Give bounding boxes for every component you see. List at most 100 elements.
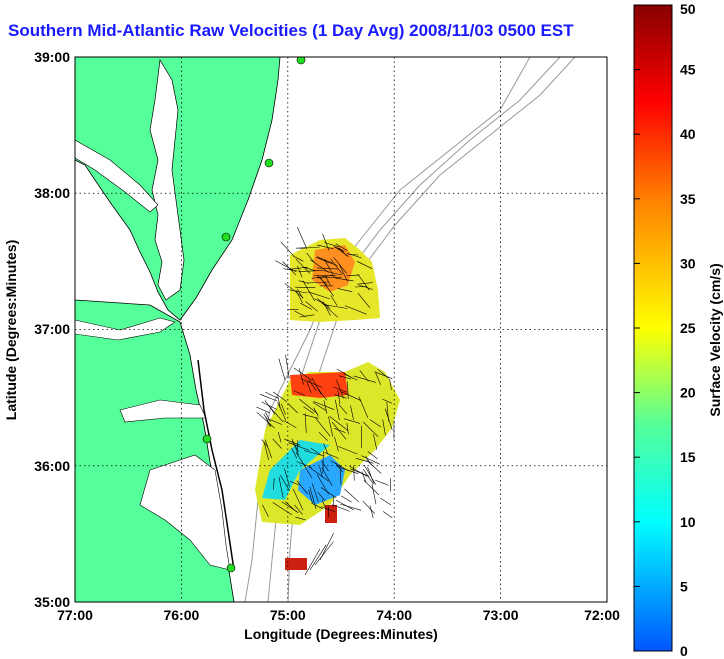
velocity-vector	[293, 255, 304, 262]
velocity-vector	[322, 301, 331, 316]
velocity-vector	[315, 417, 331, 437]
velocity-vector	[295, 286, 316, 288]
velocity-vector	[306, 281, 330, 284]
colorbar-tick-label: 20	[680, 385, 696, 401]
velocity-vector	[355, 457, 374, 464]
velocity-vector	[296, 461, 312, 468]
velocity-vector	[324, 452, 339, 459]
velocity-vector	[331, 421, 347, 440]
velocity-vector	[324, 242, 339, 248]
station-marker-3	[221, 232, 231, 242]
velocity-patch-north-core	[312, 245, 355, 292]
velocity-vector	[323, 400, 328, 414]
velocity-vector	[375, 479, 389, 486]
velocity-vector	[310, 259, 330, 273]
velocity-vector	[337, 288, 353, 292]
velocity-vector	[324, 260, 338, 266]
station-marker-4	[202, 434, 212, 444]
velocity-vector	[262, 504, 269, 518]
velocity-vector	[338, 263, 348, 282]
velocity-vector	[320, 277, 335, 297]
velocity-vector	[321, 302, 339, 318]
velocity-vector	[330, 295, 338, 306]
velocity-vector	[371, 483, 377, 505]
velocity-vector	[309, 486, 317, 510]
velocity-vector	[303, 450, 325, 457]
velocity-vector	[317, 244, 334, 250]
velocity-vector	[303, 406, 314, 414]
james-river	[75, 317, 176, 341]
velocity-vector	[285, 501, 298, 513]
velocity-vector	[300, 302, 313, 310]
map-title: Southern Mid-Atlantic Raw Velocities (1 …	[8, 21, 574, 40]
velocity-vector	[330, 259, 343, 275]
velocity-vector	[261, 439, 269, 448]
y-axis: 39:00 38:00 37:00 36:00 35:00	[34, 49, 70, 610]
velocity-vector	[382, 398, 392, 404]
velocity-vector	[363, 479, 380, 496]
velocity-vector	[303, 266, 316, 271]
potomac-river	[75, 139, 159, 213]
velocity-vector	[294, 504, 303, 515]
velocity-vector	[281, 403, 286, 415]
velocity-vector	[369, 505, 374, 518]
velocity-vector	[336, 466, 359, 474]
velocity-vector	[367, 451, 378, 460]
y-tick-label: 38:00	[34, 185, 70, 201]
velocity-vector	[375, 372, 381, 385]
velocity-vector	[316, 256, 333, 264]
velocity-vector	[277, 431, 282, 443]
x-tick-label: 73:00	[483, 607, 519, 623]
velocity-vector	[298, 270, 322, 272]
velocity-vector	[346, 274, 360, 276]
velocity-vector	[369, 419, 381, 428]
x-tick-label: 77:00	[57, 607, 93, 623]
grid-lines	[75, 57, 607, 602]
velocity-vector	[321, 467, 333, 486]
colorbar-tick-label: 5	[680, 578, 688, 594]
velocity-vector	[329, 416, 349, 431]
velocity-vector	[317, 492, 326, 501]
velocity-vector	[357, 292, 371, 308]
velocity-vector	[297, 440, 299, 451]
velocity-vector	[311, 502, 323, 509]
velocity-vector	[256, 406, 270, 414]
velocity-vector	[280, 475, 290, 492]
velocity-vector	[297, 226, 308, 249]
velocity-vector	[277, 396, 281, 409]
velocity-vector	[299, 314, 315, 318]
chesapeake-bay	[149, 58, 185, 301]
velocity-vector	[306, 252, 315, 263]
colorbar-ticks: 0 5 10 15 20 25 30 35 40 45 50	[634, 1, 696, 659]
velocity-vector	[319, 533, 334, 561]
velocity-vector	[293, 390, 306, 396]
velocity-vector	[389, 378, 392, 390]
velocity-vector	[299, 398, 318, 414]
velocity-vector	[335, 399, 340, 420]
velocity-vector	[301, 378, 323, 388]
velocity-vector	[332, 504, 350, 512]
velocity-vector	[292, 488, 304, 511]
velocity-vector	[277, 401, 287, 421]
velocity-vector	[373, 434, 378, 450]
velocity-patch-south-red	[290, 372, 348, 398]
colorbar-tick-label: 35	[680, 191, 696, 207]
velocity-vector	[314, 541, 334, 566]
x-tick-label: 75:00	[270, 607, 306, 623]
velocity-vector	[335, 243, 348, 251]
x-axis: 77:00 76:00 75:00 74:00 73:00 72:00	[57, 607, 620, 623]
velocity-vector	[334, 277, 354, 282]
velocity-vector	[308, 466, 329, 482]
velocity-vector	[265, 391, 279, 399]
velocity-vector	[327, 505, 329, 518]
velocity-vector	[287, 289, 308, 294]
velocity-vector	[306, 381, 312, 394]
velocity-vector	[273, 391, 288, 403]
velocity-vector	[338, 404, 348, 415]
colorbar-tick-label: 30	[680, 255, 696, 271]
velocity-vector	[338, 375, 352, 380]
colorbar-tick-label: 15	[680, 449, 696, 465]
velocity-vector	[299, 246, 320, 249]
velocity-vector	[305, 301, 318, 312]
